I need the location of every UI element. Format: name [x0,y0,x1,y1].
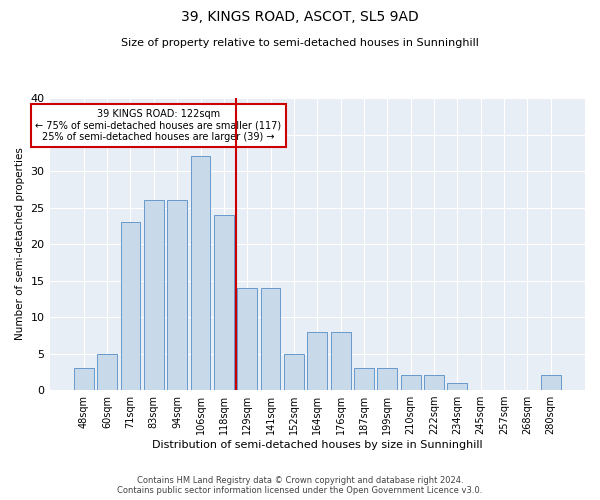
Text: 39, KINGS ROAD, ASCOT, SL5 9AD: 39, KINGS ROAD, ASCOT, SL5 9AD [181,10,419,24]
Bar [401,376,421,390]
Bar [307,332,327,390]
Text: Contains HM Land Registry data © Crown copyright and database right 2024.
Contai: Contains HM Land Registry data © Crown c… [118,476,482,495]
Bar [260,288,280,390]
Bar [214,215,234,390]
Bar [167,200,187,390]
Bar [354,368,374,390]
Bar [238,288,257,390]
Bar [448,383,467,390]
Bar [74,368,94,390]
Bar [191,156,211,390]
Bar [121,222,140,390]
X-axis label: Distribution of semi-detached houses by size in Sunninghill: Distribution of semi-detached houses by … [152,440,482,450]
Bar [144,200,164,390]
Bar [284,354,304,390]
Text: 39 KINGS ROAD: 122sqm
← 75% of semi-detached houses are smaller (117)
25% of sem: 39 KINGS ROAD: 122sqm ← 75% of semi-deta… [35,109,281,142]
Bar [541,376,560,390]
Bar [377,368,397,390]
Bar [97,354,117,390]
Text: Size of property relative to semi-detached houses in Sunninghill: Size of property relative to semi-detach… [121,38,479,48]
Y-axis label: Number of semi-detached properties: Number of semi-detached properties [15,148,25,340]
Bar [331,332,350,390]
Bar [424,376,444,390]
